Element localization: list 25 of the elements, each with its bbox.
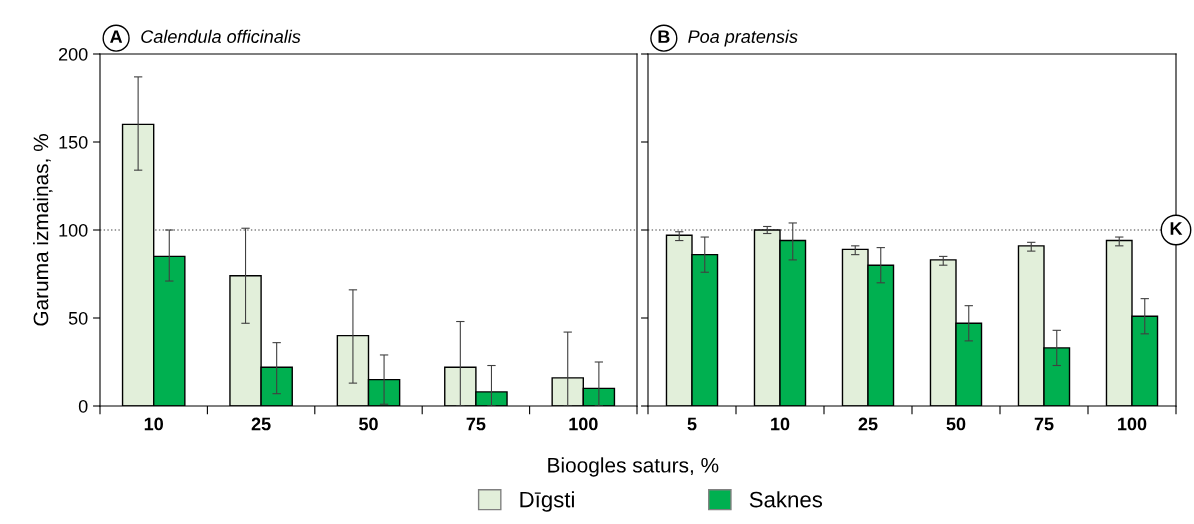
x-tick-label: 25	[251, 417, 271, 431]
chart-title: B	[658, 30, 670, 43]
y-tick-label: 150	[59, 135, 88, 149]
x-tick-label: 10	[144, 417, 163, 431]
x-tick-label: 10	[771, 417, 790, 431]
chart-subtitle: Calendula officinalis	[141, 29, 301, 44]
y-tick-label: 0	[78, 399, 88, 413]
x-tick-label: 5	[687, 417, 697, 431]
x-axis-title: Bioogles saturs, %	[548, 457, 719, 477]
legend-label: Dīgsti	[520, 491, 574, 512]
y-tick-label: 200	[58, 47, 88, 61]
chart-title: A	[110, 30, 123, 43]
x-tick-label: 75	[466, 417, 486, 431]
x-tick-label: 50	[946, 417, 966, 431]
x-tick-label: 75	[1034, 417, 1054, 431]
y-axis-title: Garuma izmaiņas, %	[33, 134, 53, 326]
y-tick-label: 50	[68, 311, 88, 325]
ref-line-label: K	[1170, 222, 1183, 235]
y-tick-label: 100	[59, 223, 88, 237]
x-tick-label: 100	[1118, 417, 1147, 431]
x-tick-label: 25	[858, 417, 878, 431]
legend-label: Saknes	[749, 491, 823, 508]
x-tick-label: 100	[569, 417, 598, 431]
x-tick-label: 50	[359, 417, 378, 431]
chart-subtitle: Poa pratensis	[688, 29, 798, 47]
